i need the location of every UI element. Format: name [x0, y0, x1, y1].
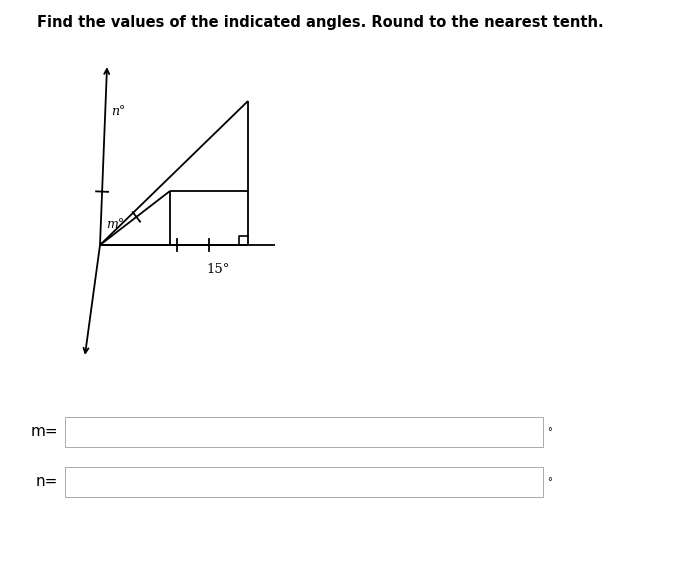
- Text: n=: n=: [35, 475, 58, 489]
- Text: °: °: [547, 427, 552, 437]
- FancyBboxPatch shape: [65, 417, 543, 447]
- Text: °: °: [547, 477, 552, 487]
- FancyBboxPatch shape: [65, 467, 543, 497]
- Text: n°: n°: [111, 105, 125, 118]
- Text: m=: m=: [31, 425, 58, 440]
- Text: Find the values of the indicated angles. Round to the nearest tenth.: Find the values of the indicated angles.…: [37, 15, 603, 30]
- Text: m°: m°: [106, 218, 124, 231]
- Text: 15°: 15°: [206, 263, 229, 276]
